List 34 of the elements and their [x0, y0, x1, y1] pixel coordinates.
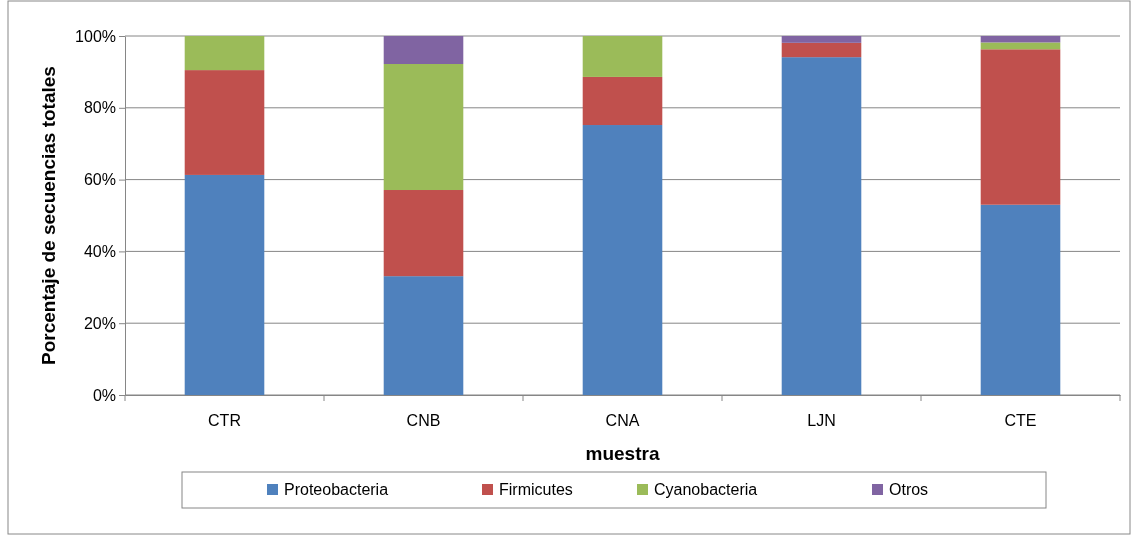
x-tick-label: LJN [807, 412, 836, 430]
y-tick-label: 20% [83, 314, 116, 332]
bar [980, 49, 1061, 205]
bar [184, 36, 265, 71]
x-tick-label: CTR [208, 412, 241, 430]
bar [383, 190, 464, 277]
y-tick-label: 100% [75, 27, 116, 45]
bar [582, 76, 663, 126]
bar [980, 42, 1061, 50]
bar [383, 276, 464, 395]
legend-label: Proteobacteria [284, 481, 389, 498]
y-tick-label: 60% [83, 171, 116, 189]
x-tick-label: CTE [1004, 412, 1037, 430]
bar [184, 70, 265, 175]
x-tick-label: CNB [406, 412, 441, 430]
bar [980, 204, 1061, 395]
legend-label: Firmicutes [499, 481, 573, 498]
bar [781, 36, 862, 43]
bar [582, 36, 663, 77]
x-tick-label: CNA [605, 412, 640, 430]
y-tick-label: 80% [83, 99, 116, 117]
bar [383, 64, 464, 191]
legend-label: Cyanobacteria [654, 481, 758, 498]
x-axis-title: muestra [585, 443, 660, 464]
bar [781, 57, 862, 395]
bar [582, 125, 663, 395]
bar [980, 36, 1061, 43]
legend-label: Otros [889, 481, 929, 498]
y-axis-title: Porcentaje de secuencias totales [38, 66, 59, 365]
bar [781, 42, 862, 58]
bar [184, 174, 265, 395]
y-tick-label: 0% [92, 386, 116, 404]
y-tick-label: 40% [83, 243, 116, 261]
bar [383, 36, 464, 64]
